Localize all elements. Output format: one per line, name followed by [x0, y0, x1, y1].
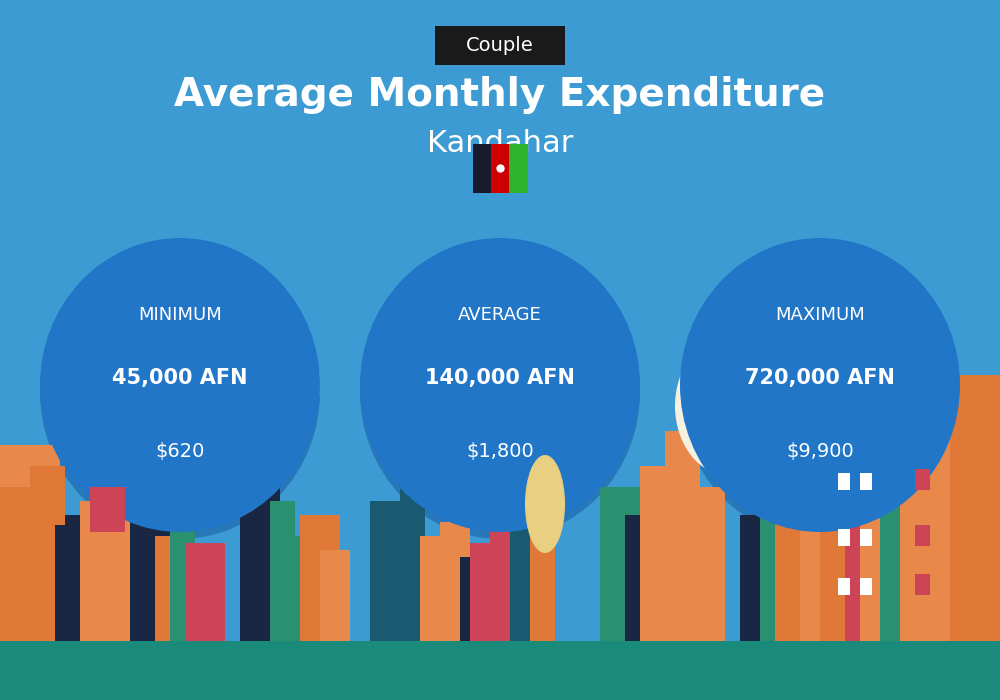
FancyBboxPatch shape: [845, 430, 870, 640]
FancyBboxPatch shape: [420, 536, 455, 640]
FancyBboxPatch shape: [285, 536, 310, 640]
FancyBboxPatch shape: [775, 444, 810, 640]
Text: $9,900: $9,900: [786, 442, 854, 461]
FancyBboxPatch shape: [460, 556, 485, 640]
Text: 720,000 AFN: 720,000 AFN: [745, 368, 895, 388]
FancyBboxPatch shape: [900, 402, 960, 640]
FancyBboxPatch shape: [760, 500, 785, 640]
FancyBboxPatch shape: [30, 466, 65, 525]
FancyBboxPatch shape: [470, 542, 495, 640]
Ellipse shape: [680, 238, 960, 532]
Ellipse shape: [360, 245, 640, 539]
FancyBboxPatch shape: [600, 486, 640, 640]
FancyBboxPatch shape: [240, 486, 280, 640]
FancyBboxPatch shape: [530, 536, 555, 640]
Ellipse shape: [680, 245, 960, 539]
FancyBboxPatch shape: [950, 374, 1000, 640]
FancyBboxPatch shape: [860, 416, 890, 640]
FancyBboxPatch shape: [740, 514, 765, 640]
FancyBboxPatch shape: [838, 528, 850, 546]
FancyBboxPatch shape: [90, 486, 125, 532]
Text: 45,000 AFN: 45,000 AFN: [112, 368, 248, 388]
FancyBboxPatch shape: [838, 473, 850, 490]
Ellipse shape: [40, 238, 320, 532]
FancyBboxPatch shape: [695, 486, 725, 640]
FancyBboxPatch shape: [915, 574, 930, 595]
FancyBboxPatch shape: [370, 500, 410, 640]
FancyBboxPatch shape: [510, 500, 535, 640]
FancyBboxPatch shape: [665, 430, 700, 640]
FancyBboxPatch shape: [820, 395, 850, 640]
FancyBboxPatch shape: [0, 486, 55, 640]
FancyBboxPatch shape: [860, 578, 872, 595]
Text: 140,000 AFN: 140,000 AFN: [425, 368, 575, 388]
FancyBboxPatch shape: [0, 640, 1000, 700]
Ellipse shape: [710, 287, 810, 413]
FancyBboxPatch shape: [800, 430, 825, 640]
FancyBboxPatch shape: [473, 144, 491, 193]
FancyBboxPatch shape: [155, 536, 190, 640]
FancyBboxPatch shape: [435, 26, 565, 64]
Ellipse shape: [40, 245, 320, 539]
FancyBboxPatch shape: [440, 522, 470, 640]
Ellipse shape: [170, 364, 290, 504]
FancyBboxPatch shape: [55, 514, 95, 640]
FancyBboxPatch shape: [320, 550, 350, 640]
FancyBboxPatch shape: [170, 500, 195, 640]
FancyBboxPatch shape: [0, 444, 60, 640]
Text: $620: $620: [155, 442, 205, 461]
FancyBboxPatch shape: [838, 578, 850, 595]
FancyBboxPatch shape: [880, 444, 905, 640]
Ellipse shape: [220, 322, 320, 448]
FancyBboxPatch shape: [860, 528, 872, 546]
FancyBboxPatch shape: [915, 469, 930, 490]
FancyBboxPatch shape: [400, 486, 425, 640]
Text: $1,800: $1,800: [466, 442, 534, 461]
FancyBboxPatch shape: [915, 525, 930, 546]
Ellipse shape: [525, 455, 565, 553]
Text: Average Monthly Expenditure: Average Monthly Expenditure: [174, 76, 826, 113]
FancyBboxPatch shape: [625, 514, 650, 640]
Ellipse shape: [675, 336, 785, 476]
FancyBboxPatch shape: [130, 522, 170, 640]
FancyBboxPatch shape: [860, 473, 872, 490]
FancyBboxPatch shape: [300, 514, 340, 640]
Text: Couple: Couple: [466, 36, 534, 55]
Ellipse shape: [360, 238, 640, 532]
Text: MAXIMUM: MAXIMUM: [775, 306, 865, 324]
FancyBboxPatch shape: [509, 144, 528, 193]
Text: AVERAGE: AVERAGE: [458, 306, 542, 324]
Text: MINIMUM: MINIMUM: [138, 306, 222, 324]
FancyBboxPatch shape: [185, 542, 225, 640]
Text: Kandahar: Kandahar: [427, 129, 573, 158]
FancyBboxPatch shape: [490, 528, 520, 640]
FancyBboxPatch shape: [640, 466, 680, 640]
FancyBboxPatch shape: [80, 500, 135, 640]
FancyBboxPatch shape: [491, 144, 509, 193]
FancyBboxPatch shape: [270, 500, 295, 640]
